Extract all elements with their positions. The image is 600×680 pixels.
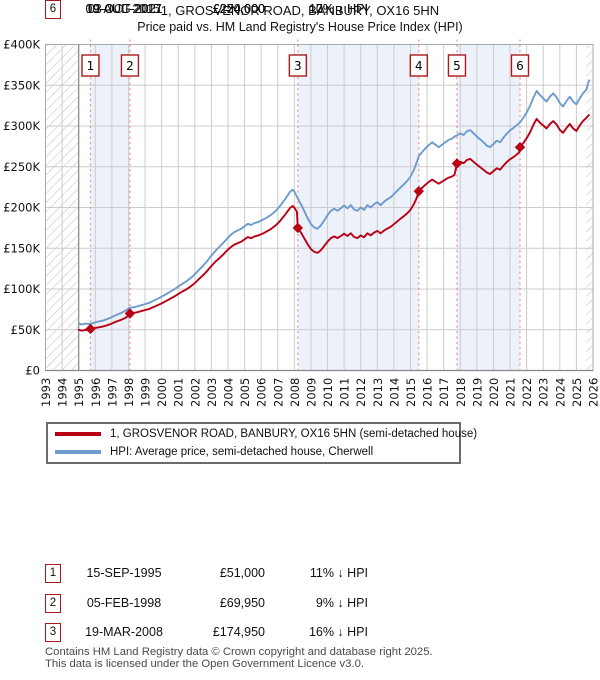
svg-text:2008: 2008 <box>288 378 302 407</box>
svg-text:2019: 2019 <box>470 378 484 407</box>
svg-text:6: 6 <box>516 59 524 73</box>
sale-row: 3 19-MAR-2008 £174,950 16% ↓ HPI <box>45 623 445 643</box>
sale-number-badge: 6 <box>45 0 61 19</box>
sale-date: 05-FEB-1998 <box>86 596 162 610</box>
svg-text:2020: 2020 <box>487 378 501 407</box>
svg-text:2016: 2016 <box>421 378 435 407</box>
page-subtitle: Price paid vs. HM Land Registry's House … <box>137 20 463 34</box>
svg-text:£250K: £250K <box>3 160 40 174</box>
sale-row: 2 05-FEB-1998 £69,950 9% ↓ HPI <box>45 594 445 614</box>
svg-text:2025: 2025 <box>570 378 584 407</box>
svg-text:2011: 2011 <box>338 378 352 407</box>
legend-item-hpi: HPI: Average price, semi-detached house,… <box>48 444 459 461</box>
sale-row: 1 15-SEP-1995 £51,000 11% ↓ HPI <box>45 564 445 584</box>
sale-price: £69,950 <box>219 596 265 610</box>
sale-price: £274,000 <box>212 2 265 16</box>
sale-date: 19-OCT-2017 <box>86 2 162 16</box>
sale-number-badge: 2 <box>45 594 61 613</box>
legend-property-label: 1, GROSVENOR ROAD, BANBURY, OX16 5HN (se… <box>110 427 478 440</box>
svg-text:2007: 2007 <box>271 378 285 407</box>
svg-text:£0: £0 <box>25 364 40 378</box>
svg-text:£150K: £150K <box>3 241 40 255</box>
svg-text:2002: 2002 <box>188 378 202 407</box>
svg-text:£200K: £200K <box>3 201 40 215</box>
svg-text:£400K: £400K <box>3 38 40 52</box>
sale-date: 15-SEP-1995 <box>86 566 162 580</box>
svg-text:2026: 2026 <box>587 378 600 407</box>
svg-text:2018: 2018 <box>454 378 468 407</box>
property-line-swatch <box>55 432 101 436</box>
sale-hpi-diff: 16% ↓ HPI <box>308 625 368 639</box>
svg-text:2012: 2012 <box>354 378 368 407</box>
legend: 1, GROSVENOR ROAD, BANBURY, OX16 5HN (se… <box>46 422 477 464</box>
svg-text:2010: 2010 <box>321 378 335 407</box>
sale-date: 03-JUL-2015 <box>87 2 161 16</box>
svg-text:1996: 1996 <box>89 378 103 407</box>
svg-text:2000: 2000 <box>155 378 169 407</box>
svg-text:3: 3 <box>294 59 302 73</box>
sale-hpi-diff: 9% ↓ HPI <box>315 596 368 610</box>
svg-text:2023: 2023 <box>537 378 551 407</box>
svg-text:2021: 2021 <box>504 378 518 407</box>
sale-hpi-diff: 17% ↓ HPI <box>308 2 368 16</box>
legend-item-property: 1, GROSVENOR ROAD, BANBURY, OX16 5HN (se… <box>48 425 477 442</box>
svg-text:4: 4 <box>415 59 423 73</box>
sale-price: £254,000 <box>212 2 265 16</box>
svg-text:2001: 2001 <box>172 378 186 407</box>
sale-date: 09-AUG-2021 <box>85 2 163 16</box>
svg-text:1995: 1995 <box>72 378 86 407</box>
svg-text:2005: 2005 <box>238 378 252 407</box>
svg-text:£350K: £350K <box>3 78 40 92</box>
svg-text:2003: 2003 <box>205 378 219 407</box>
svg-text:£50K: £50K <box>11 323 41 337</box>
hpi-line-swatch <box>55 450 101 454</box>
svg-text:1999: 1999 <box>139 378 153 407</box>
copyright-footer: Contains HM Land Registry data © Crown c… <box>45 646 433 671</box>
page-title: 1, GROSVENOR ROAD, BANBURY, OX16 5HN <box>160 3 440 18</box>
svg-text:2015: 2015 <box>404 378 418 407</box>
svg-text:1993: 1993 <box>39 378 53 407</box>
svg-text:2022: 2022 <box>520 378 534 407</box>
svg-text:1997: 1997 <box>105 378 119 407</box>
sale-price: £51,000 <box>219 566 265 580</box>
svg-text:2004: 2004 <box>222 378 236 407</box>
sale-number-badge: 1 <box>45 564 61 583</box>
svg-text:5: 5 <box>453 59 461 73</box>
footer-line-2: This data is licensed under the Open Gov… <box>45 657 365 670</box>
svg-text:1998: 1998 <box>122 378 136 407</box>
svg-text:1994: 1994 <box>56 378 70 407</box>
sale-hpi-diff: 12% ↓ HPI <box>308 2 368 16</box>
sale-row: 6 09-AUG-2021 £274,000 10% ↓ HPI <box>45 0 445 20</box>
svg-text:2024: 2024 <box>553 378 567 407</box>
sale-price: £174,950 <box>212 625 265 639</box>
sale-hpi-diff: 11% ↓ HPI <box>309 566 368 580</box>
svg-text:£100K: £100K <box>3 282 40 296</box>
svg-text:2017: 2017 <box>437 378 451 407</box>
sale-number-badge: 3 <box>45 623 61 642</box>
sale-date: 19-MAR-2008 <box>85 625 163 639</box>
svg-text:2006: 2006 <box>255 378 269 407</box>
svg-text:2013: 2013 <box>371 378 385 407</box>
svg-text:2014: 2014 <box>387 378 401 407</box>
legend-hpi-label: HPI: Average price, semi-detached house,… <box>110 446 374 459</box>
svg-text:£300K: £300K <box>3 119 40 133</box>
sale-price: £220,000 <box>212 2 265 16</box>
footer-line-1: Contains HM Land Registry data © Crown c… <box>45 646 433 658</box>
sale-hpi-diff: 10% ↓ HPI <box>308 2 368 16</box>
svg-text:1: 1 <box>87 59 95 73</box>
svg-text:2009: 2009 <box>304 378 318 407</box>
svg-text:2: 2 <box>126 59 134 73</box>
